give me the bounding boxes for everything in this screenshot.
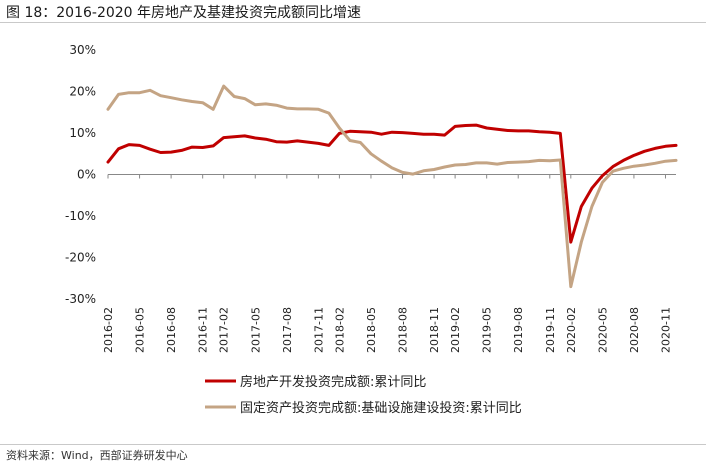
x-tick-label: 2017-05: [249, 307, 262, 353]
y-tick-label: 0%: [77, 168, 96, 182]
x-tick-label: 2020-05: [596, 307, 609, 353]
x-tick-label: 2019-02: [449, 307, 462, 353]
x-tick-label: 2016-05: [134, 307, 147, 353]
source-divider: [0, 444, 706, 445]
x-tick-label: 2018-05: [365, 307, 378, 353]
figure-title: 图 18：2016-2020 年房地产及基建投资完成额同比增速: [6, 5, 362, 21]
x-tick-label: 2018-08: [397, 307, 410, 353]
source-note: 资料来源：Wind，西部证券研发中心: [6, 449, 188, 462]
x-tick-label: 2016-02: [102, 307, 115, 353]
x-tick-label: 2018-02: [333, 307, 346, 353]
y-tick-label: -30%: [65, 292, 96, 306]
x-tick-label: 2017-11: [312, 307, 325, 353]
x-tick-label: 2016-08: [165, 307, 178, 353]
legend-label-2: 固定资产投资完成额:基础设施建设投资:累计同比: [240, 400, 522, 416]
x-tick-label: 2020-08: [628, 307, 641, 353]
x-tick-label: 2019-08: [512, 307, 525, 353]
series-line-2: [106, 84, 678, 289]
y-tick-label: -10%: [65, 209, 96, 223]
y-tick-label: 20%: [69, 85, 96, 99]
x-tick-label: 2016-11: [197, 307, 210, 353]
x-tick-label: 2020-11: [659, 307, 672, 353]
x-tick-label: 2017-02: [218, 307, 231, 353]
y-tick-label: -20%: [65, 251, 96, 265]
y-tick-label: 10%: [69, 126, 96, 140]
y-tick-label: 30%: [69, 43, 96, 57]
x-tick-label: 2020-02: [565, 307, 578, 353]
series-line-1: [106, 123, 678, 244]
x-tick-label: 2019-05: [481, 307, 494, 353]
x-tick-label: 2019-11: [544, 307, 557, 353]
title-divider: [0, 22, 706, 23]
legend-label-1: 房地产开发投资完成额:累计同比: [240, 374, 426, 390]
x-tick-label: 2017-08: [281, 307, 294, 353]
x-tick-label: 2018-11: [428, 307, 441, 353]
